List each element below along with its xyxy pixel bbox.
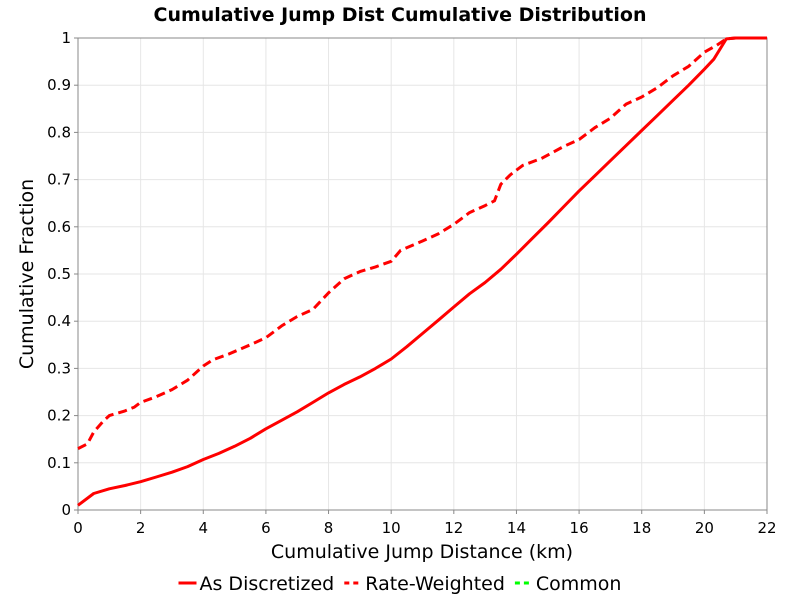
x-tick-label: 12 (444, 519, 463, 537)
y-tick-label: 0.1 (47, 454, 71, 472)
x-tick-label: 0 (73, 519, 83, 537)
x-tick-label: 16 (570, 519, 589, 537)
series-lines (77, 36, 767, 507)
y-tick-label: 0.4 (47, 312, 71, 330)
x-tick-label: 18 (632, 519, 651, 537)
legend-item: As Discretized (178, 573, 335, 595)
y-tick-label: 0.5 (47, 265, 71, 283)
y-tick-label: 1 (61, 29, 71, 47)
y-tick-label: 0.9 (47, 76, 71, 94)
y-tick-label: 0.7 (47, 171, 71, 189)
y-axis-label: Cumulative Fraction (16, 179, 38, 369)
x-tick-label: 22 (757, 519, 776, 537)
chart-title: Cumulative Jump Dist Cumulative Distribu… (154, 4, 647, 26)
legend-label: Rate-Weighted (365, 573, 505, 595)
x-tick-label: 6 (261, 519, 271, 537)
series-line (77, 36, 767, 450)
x-tick-label: 8 (324, 519, 334, 537)
y-axis-ticks: 0 0.1 0.2 0.3 0.4 0.5 0.6 0.7 0.8 0.9 1 (47, 29, 78, 519)
y-tick-label: 0.6 (47, 218, 71, 236)
legend: As Discretized Rate-Weighted Common (178, 573, 622, 595)
x-axis-label: Cumulative Jump Distance (km) (271, 541, 573, 563)
x-axis-ticks: 0 2 4 6 8 10 12 14 16 18 20 22 (73, 510, 777, 537)
y-tick-label: 0.8 (47, 123, 71, 141)
legend-label: As Discretized (200, 573, 335, 595)
legend-item: Common (514, 573, 622, 595)
x-tick-label: 10 (382, 519, 401, 537)
y-tick-label: 0.2 (47, 407, 71, 425)
legend-item: Rate-Weighted (344, 573, 505, 595)
x-tick-label: 4 (198, 519, 208, 537)
x-tick-label: 2 (136, 519, 146, 537)
x-tick-label: 20 (695, 519, 714, 537)
y-tick-label: 0 (61, 501, 71, 519)
series-line (77, 36, 767, 507)
y-tick-label: 0.3 (47, 359, 71, 377)
legend-label: Common (536, 573, 622, 595)
x-tick-label: 14 (507, 519, 526, 537)
